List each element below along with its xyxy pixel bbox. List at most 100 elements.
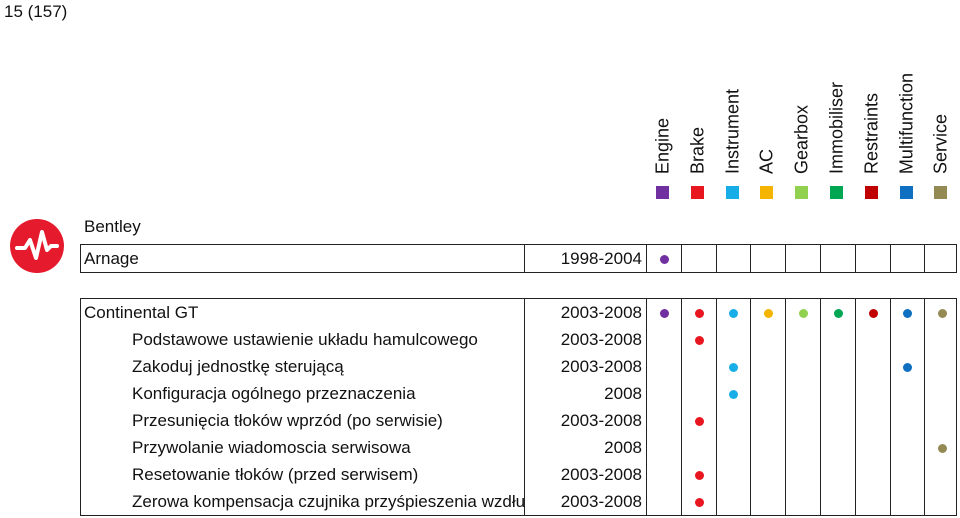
function-row: Konfiguracja ogólnego przeznaczenia 2008 xyxy=(81,380,956,407)
system-cell xyxy=(889,488,925,515)
model-name: Continental GT xyxy=(81,299,525,326)
system-cell xyxy=(889,353,925,380)
system-cell xyxy=(680,299,716,326)
column-header: AC xyxy=(749,0,785,200)
system-cell xyxy=(680,380,716,407)
column-swatch xyxy=(899,186,913,199)
system-cell xyxy=(924,326,959,353)
system-cell xyxy=(646,461,681,488)
function-name: Przywolanie wiadomoscia serwisowa xyxy=(81,434,525,461)
system-dot xyxy=(729,389,739,399)
system-cell xyxy=(646,434,681,461)
model-row: Arnage 1998-2004 xyxy=(81,245,956,272)
column-swatch xyxy=(656,186,669,199)
system-cell xyxy=(854,461,890,488)
system-cell xyxy=(889,245,925,272)
system-cell xyxy=(715,434,751,461)
system-dot xyxy=(764,308,774,318)
column-label: Gearbox xyxy=(791,104,812,174)
system-dot xyxy=(903,308,913,318)
column-header: Brake xyxy=(680,0,716,200)
system-cell xyxy=(680,434,716,461)
system-cell xyxy=(680,407,716,434)
system-cell xyxy=(785,299,820,326)
function-row: Podstawowe ustawienie układu hamulcowego… xyxy=(81,326,956,353)
system-cell xyxy=(785,326,820,353)
system-dot xyxy=(938,443,948,453)
system-cell xyxy=(924,488,959,515)
years: 2003-2008 xyxy=(560,411,642,430)
system-cell xyxy=(646,353,681,380)
column-swatch xyxy=(830,186,843,199)
system-cell xyxy=(854,245,890,272)
system-cell xyxy=(785,461,820,488)
function-row: Przywolanie wiadomoscia serwisowa 2008 xyxy=(81,434,956,461)
system-cell xyxy=(820,245,855,272)
function-name: Resetowanie tłoków (przed serwisem) xyxy=(81,461,525,488)
system-cell xyxy=(889,407,925,434)
years: 2008 xyxy=(604,438,642,457)
system-dot xyxy=(729,362,739,372)
system-cell xyxy=(924,245,959,272)
column-label: AC xyxy=(756,148,777,174)
system-dot xyxy=(729,308,739,318)
system-dot xyxy=(938,308,948,318)
column-swatch xyxy=(690,186,704,199)
system-cell xyxy=(854,299,890,326)
years: 2003-2008 xyxy=(560,357,642,376)
system-cell xyxy=(680,353,716,380)
system-cell xyxy=(750,434,785,461)
function-name: Zakoduj jednostkę sterującą xyxy=(81,353,525,380)
function-name: Zerowa kompensacja czujnika przyśpieszen… xyxy=(81,488,525,515)
system-dot xyxy=(694,497,704,507)
system-cell xyxy=(715,407,751,434)
system-cell xyxy=(715,245,751,272)
system-cell xyxy=(854,407,890,434)
system-cell xyxy=(889,326,925,353)
system-cell xyxy=(680,488,716,515)
column-label: Service xyxy=(930,113,951,174)
system-cell xyxy=(715,488,751,515)
system-dot xyxy=(694,335,704,345)
function-name: Przesunięcia tłoków wprzód (po serwisie) xyxy=(81,407,525,434)
system-cell xyxy=(854,380,890,407)
column-header: Service xyxy=(923,0,959,200)
column-label: Restraints xyxy=(861,92,882,174)
system-cell xyxy=(785,353,820,380)
column-header: Multifunction xyxy=(889,0,925,200)
column-swatch xyxy=(795,186,809,199)
system-cell xyxy=(715,461,751,488)
system-cell xyxy=(889,434,925,461)
function-row: Resetowanie tłoków (przed serwisem) 2003-… xyxy=(81,461,956,488)
column-label: Engine xyxy=(652,117,673,174)
system-dot xyxy=(903,362,913,372)
system-cell xyxy=(680,461,716,488)
system-cell xyxy=(820,326,855,353)
page-number: 15 (157) xyxy=(4,2,68,21)
system-cell xyxy=(820,434,855,461)
system-cell xyxy=(646,380,681,407)
system-cell xyxy=(646,488,681,515)
system-cell xyxy=(646,407,681,434)
system-dot xyxy=(694,416,704,426)
function-name: Konfiguracja ogólnego przeznaczenia xyxy=(81,380,525,407)
model-group: Arnage 1998-2004 xyxy=(80,244,957,273)
system-dot xyxy=(694,308,704,318)
column-label: Brake xyxy=(687,126,708,174)
system-cell xyxy=(680,245,716,272)
system-cell xyxy=(750,461,785,488)
system-cell xyxy=(889,299,925,326)
model-row: Continental GT 2003-2008 xyxy=(81,299,956,326)
system-cell xyxy=(785,380,820,407)
system-cell xyxy=(854,353,890,380)
system-cell xyxy=(854,326,890,353)
column-header: Immobiliser xyxy=(819,0,855,200)
column-swatch xyxy=(760,186,774,199)
system-cell xyxy=(785,488,820,515)
system-cell xyxy=(924,353,959,380)
years: 2003-2008 xyxy=(560,303,642,322)
column-swatch xyxy=(864,186,878,199)
system-cell xyxy=(820,488,855,515)
system-dot xyxy=(833,308,843,318)
system-dot xyxy=(659,254,669,264)
